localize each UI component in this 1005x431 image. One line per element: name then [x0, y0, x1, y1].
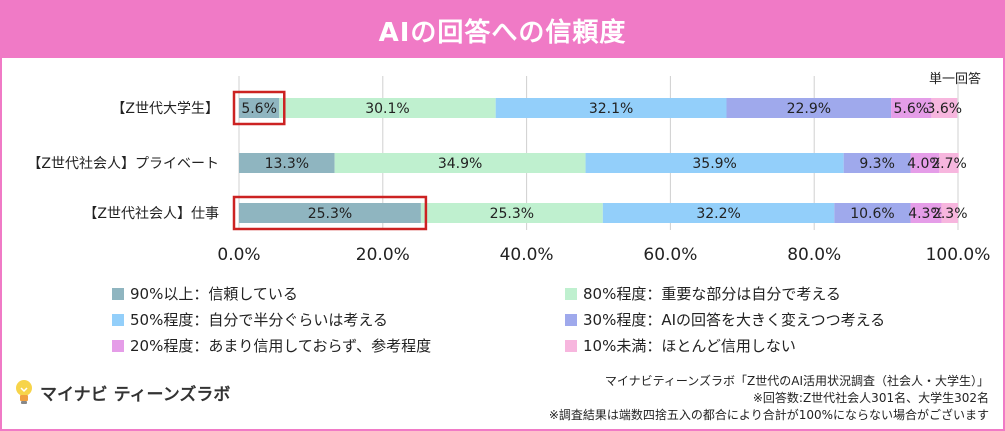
- bar-segment: [239, 153, 335, 173]
- legend-label: 10%未満：ほとんど信用しない: [583, 337, 796, 355]
- data-label: 2.7%: [931, 156, 967, 172]
- legend-label: 50%程度：自分で半分ぐらいは考える: [130, 311, 388, 329]
- data-label: 34.9%: [438, 156, 482, 172]
- bar-segment: [602, 203, 835, 223]
- data-label: 13.3%: [265, 156, 309, 172]
- bar-segment: [910, 153, 940, 173]
- bar-segment: [585, 153, 844, 173]
- bar-segment: [239, 98, 280, 118]
- bar-segment: [843, 153, 911, 173]
- legend-swatch: [565, 339, 577, 352]
- data-label: 25.3%: [490, 206, 534, 222]
- data-label: 10.6%: [850, 206, 894, 222]
- data-label: 5.6%: [893, 101, 929, 117]
- bar-segment: [941, 203, 958, 223]
- category-label: 【Z世代社会人】プライベート: [27, 156, 219, 172]
- disclaimer-note: ※調査結果は端数四捨五入の都合により合計が100%にならない場合がございます: [548, 408, 989, 422]
- legend-label: 80%程度：重要な部分は自分で考える: [583, 285, 841, 303]
- stacked-bar-chart: 0.0% 20.0% 40.0% 60.0% 80.0% 100.0% 【Z世代大学生】【Z…: [27, 76, 991, 265]
- bar-segment: [834, 203, 911, 223]
- category-label: 【Z世代社会人】仕事: [83, 206, 219, 222]
- data-label: 30.1%: [365, 101, 409, 117]
- highlight-box: [232, 90, 286, 126]
- legend-swatch: [565, 287, 577, 300]
- legend-item: 50%程度：自分で半分ぐらいは考える: [112, 309, 388, 330]
- brand-logo: マイナビ ティーンズラボ: [12, 378, 230, 406]
- x-tick-label: 80.0%: [787, 245, 841, 265]
- data-label: 3.6%: [927, 101, 963, 117]
- data-label: 32.1%: [589, 101, 633, 117]
- legend-item: 80%程度：重要な部分は自分で考える: [565, 283, 841, 304]
- bar-segment: [279, 98, 496, 118]
- legend-item: 30%程度：AIの回答を大きく変えつつ考える: [565, 309, 885, 330]
- data-label: 4.3%: [908, 206, 944, 222]
- x-tick-label: 60.0%: [643, 245, 697, 265]
- legend-item: 10%未満：ほとんど信用しない: [565, 335, 796, 356]
- legend-label: 20%程度：あまり信用しておらず、参考程度: [130, 337, 432, 355]
- data-label: 5.6%: [241, 101, 277, 117]
- chart-title: AIの回答への信頼度: [2, 2, 1003, 58]
- legend-swatch: [112, 287, 124, 300]
- lightbulb-icon: [16, 380, 32, 404]
- legend-swatch: [565, 313, 577, 326]
- data-label: 2.3%: [932, 206, 968, 222]
- x-tick-label: 0.0%: [217, 245, 260, 265]
- bar-segment: [891, 98, 932, 118]
- x-tick-label: 20.0%: [356, 245, 410, 265]
- legend-item: 20%程度：あまり信用しておらず、参考程度: [112, 335, 431, 356]
- data-label: 22.9%: [787, 101, 831, 117]
- data-label: 25.3%: [308, 206, 352, 222]
- source-note: マイナビティーンズラボ「Z世代のAI活用状況調査（社会人・大学生）」: [604, 374, 989, 388]
- legend-swatch: [112, 339, 124, 352]
- data-label: 9.3%: [859, 156, 895, 172]
- bar-segment: [334, 153, 586, 173]
- data-label: 32.2%: [696, 206, 740, 222]
- legend-swatch: [112, 313, 124, 326]
- category-label: 【Z世代大学生】: [111, 101, 219, 117]
- bar-segment: [239, 203, 421, 223]
- legend-label: 30%程度：AIの回答を大きく変えつつ考える: [583, 311, 886, 329]
- brand-logo-text: マイナビ ティーンズラボ: [40, 384, 231, 405]
- x-tick-label: 40.0%: [500, 245, 554, 265]
- bar-segment: [726, 98, 892, 118]
- bar-segment: [420, 203, 603, 223]
- bar-segment: [495, 98, 727, 118]
- data-label: 4.0%: [907, 156, 943, 172]
- bar-segment: [939, 153, 959, 173]
- legend-item: 90%以上：信頼している: [112, 283, 298, 304]
- highlight-box: [232, 195, 428, 231]
- data-label: 35.9%: [692, 156, 736, 172]
- legend-label: 90%以上：信頼している: [130, 285, 298, 303]
- sample-note: ※回答数:Z世代社会人301名、大学生302名: [752, 391, 989, 405]
- bar-segment: [910, 203, 942, 223]
- unit-label: 単一回答: [928, 72, 981, 87]
- bar-segment: [931, 98, 958, 118]
- x-tick-label: 100.0%: [926, 245, 991, 265]
